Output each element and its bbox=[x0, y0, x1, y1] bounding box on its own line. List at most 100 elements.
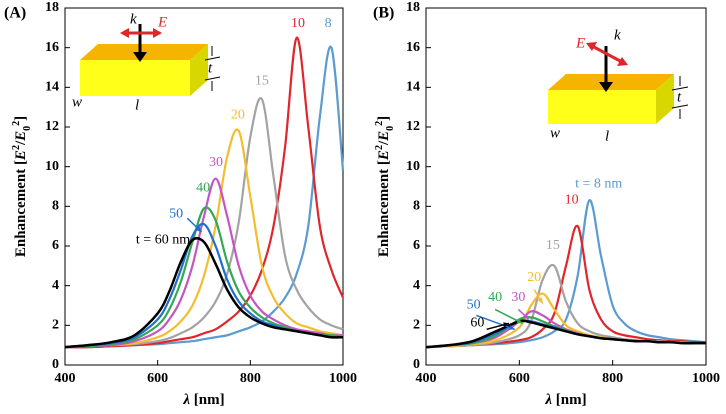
series-label: 10 bbox=[565, 193, 579, 208]
plot-frame bbox=[425, 7, 707, 366]
label-arrow-head bbox=[537, 297, 543, 304]
y-label-part: E bbox=[13, 131, 29, 142]
x-tick-label: 800 bbox=[602, 371, 623, 386]
series-line bbox=[64, 236, 344, 349]
k-arrow-head bbox=[599, 82, 613, 92]
x-tick-label: 400 bbox=[416, 371, 437, 386]
label-arrow-head bbox=[503, 322, 510, 328]
x-axis-label: λ [nm] bbox=[182, 392, 224, 408]
series-line bbox=[425, 319, 706, 349]
t-bar bbox=[204, 56, 221, 61]
box-side bbox=[656, 74, 674, 124]
y-label-part: 0 bbox=[22, 126, 33, 131]
series-label: 15 bbox=[255, 74, 269, 89]
e-arrow bbox=[591, 44, 623, 64]
e-arrow-head bbox=[153, 28, 162, 38]
y-tick-label: 0 bbox=[52, 357, 59, 372]
series-label: 15 bbox=[546, 238, 560, 253]
y-label-part: 2 bbox=[374, 145, 385, 150]
y-label-part: E bbox=[376, 131, 392, 142]
panel-label: (A) bbox=[4, 5, 26, 22]
y-tick-label: 12 bbox=[406, 119, 420, 134]
x-tick-label: 1000 bbox=[692, 371, 720, 386]
series-line bbox=[64, 97, 344, 349]
y-label-part: Enhancement [ bbox=[13, 160, 29, 257]
inset-diagram: k E t w l bbox=[72, 11, 221, 113]
series-label: 20 bbox=[527, 270, 541, 285]
y-label-part: E bbox=[376, 150, 392, 161]
y-tick-label: 6 bbox=[413, 238, 420, 253]
box-front bbox=[80, 60, 190, 96]
plot-frame bbox=[64, 7, 344, 366]
series-label: 8 bbox=[325, 16, 332, 31]
y-label-part: 0 bbox=[385, 126, 396, 131]
series-label: 50 bbox=[467, 298, 481, 313]
panel-label: (B) bbox=[373, 5, 394, 22]
box-front bbox=[548, 90, 656, 124]
y-tick-label: 6 bbox=[52, 238, 59, 253]
y-axis-label: Enhancement [E2/E02] bbox=[374, 116, 396, 257]
y-tick-label: 14 bbox=[45, 80, 59, 95]
y-tick-label: 16 bbox=[45, 40, 59, 55]
x-tick-label: 1000 bbox=[329, 371, 357, 386]
k-label: k bbox=[130, 11, 137, 27]
label-arrow-head bbox=[508, 325, 515, 330]
y-label-part: 2 bbox=[374, 121, 385, 126]
e-arrow-head bbox=[120, 28, 129, 38]
y-label-part: Enhancement [ bbox=[376, 160, 392, 257]
label-arrow bbox=[476, 314, 515, 331]
y-label-part: 2 bbox=[11, 121, 22, 126]
w-label: w bbox=[550, 125, 560, 141]
x-tick-label: 600 bbox=[147, 371, 168, 386]
e-label: E bbox=[157, 14, 167, 30]
box-side bbox=[190, 44, 208, 96]
label-arrow-head bbox=[516, 318, 523, 324]
t-label: t bbox=[677, 89, 682, 105]
series-label: 10 bbox=[291, 16, 305, 31]
y-label-part: E bbox=[13, 150, 29, 161]
series-line bbox=[64, 36, 345, 349]
e-arrow-head bbox=[617, 57, 628, 66]
y-tick-label: 18 bbox=[406, 0, 420, 15]
y-tick-label: 16 bbox=[406, 40, 420, 55]
t-label: t bbox=[208, 60, 213, 76]
x-label-part: λ bbox=[544, 392, 552, 408]
series-line bbox=[64, 177, 344, 349]
t-bar bbox=[671, 104, 689, 109]
series-label: 40 bbox=[196, 181, 210, 196]
x-tick-label: 800 bbox=[240, 371, 261, 386]
y-label-part: ] bbox=[13, 116, 29, 121]
y-label-part: 2 bbox=[11, 145, 22, 150]
y-label-part: / bbox=[13, 140, 29, 146]
y-tick-label: 10 bbox=[406, 159, 420, 174]
x-label-part: [nm] bbox=[552, 392, 587, 408]
label-arrow-head bbox=[195, 226, 202, 233]
x-tick-label: 400 bbox=[55, 371, 76, 386]
y-tick-label: 18 bbox=[45, 0, 59, 15]
y-tick-label: 14 bbox=[406, 80, 420, 95]
series-label: 60 bbox=[470, 316, 484, 331]
series-label: 50 bbox=[169, 206, 183, 221]
l-label: l bbox=[605, 128, 609, 144]
y-axis-label: Enhancement [E2/E02] bbox=[11, 116, 33, 257]
inset-diagram: k E t w l bbox=[548, 27, 689, 144]
x-axis-label: λ [nm] bbox=[544, 392, 586, 408]
t-bar bbox=[204, 76, 221, 81]
y-tick-label: 4 bbox=[413, 278, 420, 293]
l-label: l bbox=[135, 97, 139, 113]
series-line bbox=[425, 199, 707, 349]
y-tick-label: 8 bbox=[52, 199, 59, 214]
y-tick-label: 8 bbox=[413, 199, 420, 214]
x-tick-label: 600 bbox=[509, 371, 530, 386]
series-label: 30 bbox=[209, 155, 223, 170]
k-arrow-head bbox=[133, 52, 147, 62]
y-tick-label: 0 bbox=[413, 357, 420, 372]
e-label: E bbox=[575, 35, 585, 51]
y-tick-label: 10 bbox=[45, 159, 59, 174]
y-label-part: ] bbox=[376, 116, 392, 121]
series-label: 30 bbox=[511, 290, 525, 305]
series-label: 40 bbox=[488, 290, 502, 305]
e-arrow-head bbox=[586, 42, 597, 51]
